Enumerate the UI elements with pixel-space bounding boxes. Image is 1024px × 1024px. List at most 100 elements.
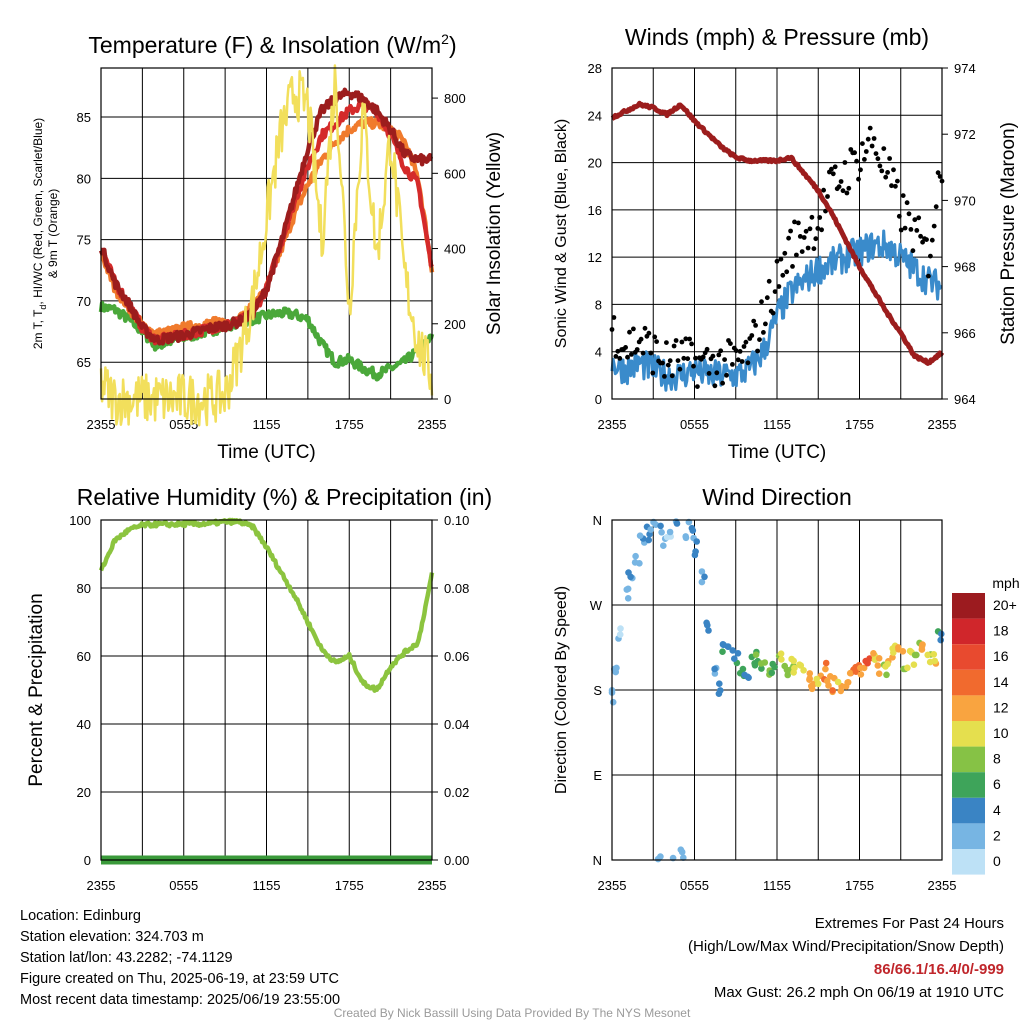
humidity-line: [98, 517, 435, 693]
direction-point: [860, 664, 868, 672]
direction-point: [769, 660, 776, 668]
y-tick-label: 0: [84, 853, 91, 868]
gust-point: [811, 246, 817, 252]
x-tick-label: 1155: [763, 878, 791, 893]
legend-swatch: [952, 746, 985, 773]
y-tick-label: 4: [595, 345, 602, 360]
extremes-values: 86/66.1/16.4/0/-999: [873, 961, 1004, 978]
legend-swatch: [952, 618, 985, 645]
gust-point: [741, 344, 747, 349]
gust-point: [652, 334, 658, 340]
legend-swatch: [952, 797, 985, 824]
panel-title: Wind Direction: [702, 484, 852, 510]
direction-point: [632, 552, 639, 560]
gust-point: [830, 171, 836, 177]
gust-point: [665, 362, 671, 368]
gust-point: [856, 176, 861, 182]
direction-point: [657, 522, 664, 530]
x-tick-label: 2355: [418, 878, 447, 893]
direction-point: [834, 678, 842, 686]
gust-point: [640, 350, 646, 356]
plot-frame: [100, 67, 433, 400]
legend-label: 4: [993, 802, 1001, 818]
y2-tick-label: 0.06: [444, 649, 469, 664]
dewpoint-line: [98, 300, 435, 382]
gust-point: [683, 336, 689, 342]
y2-axis-label: Solar Insolation (Yellow): [484, 132, 505, 335]
gust-point: [862, 157, 867, 162]
gust-point: [902, 225, 908, 231]
gust-point: [710, 353, 716, 359]
y2-axis-label: Station Pressure (Maroon): [998, 122, 1019, 345]
direction-point: [822, 665, 829, 673]
direction-point: [791, 664, 798, 672]
gust-point: [871, 136, 877, 141]
gust-point: [916, 215, 922, 221]
direction-point: [624, 595, 632, 602]
gust-point: [832, 164, 838, 170]
gust-point: [875, 156, 881, 162]
y-axis-label-line2: & 9m T (Orange): [46, 189, 60, 279]
panel-4: 2355 0555 1155 1755 2355 N E S W N Wind Direction D…: [553, 484, 1020, 893]
gust-point: [662, 374, 667, 379]
direction-point: [924, 651, 931, 659]
y-tick-label: 12: [588, 250, 602, 265]
gust-point: [733, 348, 739, 354]
temp-2m-line: [98, 87, 434, 346]
gust-point: [928, 253, 933, 259]
y2-tick-label: 600: [444, 166, 466, 181]
location-text: Location: Edinburg: [20, 908, 141, 924]
sonic-wind-line: [610, 229, 943, 392]
extremes-subtitle: (High/Low/Max Wind/Precipitation/Snow De…: [688, 938, 1004, 955]
gust-point: [842, 160, 848, 165]
direction-point: [875, 655, 883, 662]
direction-point: [844, 679, 852, 686]
y2-tick-label: 0.10: [444, 513, 469, 528]
panel-title: Temperature (F) & Insolation (W/m2): [88, 31, 456, 58]
gust-point: [829, 166, 834, 172]
gust-point: [906, 211, 912, 217]
gust-point: [718, 348, 724, 354]
direction-point: [705, 627, 712, 634]
direction-point: [822, 659, 830, 667]
x-tick-label: 2355: [418, 417, 447, 432]
gust-point: [863, 149, 869, 154]
y-tick-label: 75: [77, 233, 91, 248]
gust-point: [788, 228, 793, 234]
gust-point: [695, 384, 700, 389]
direction-point: [673, 520, 681, 527]
gust-point: [627, 329, 632, 335]
gust-point: [937, 174, 943, 179]
direction-point: [874, 662, 882, 669]
direction-point: [883, 671, 890, 679]
gust-point: [691, 363, 696, 369]
y-tick-label: W: [590, 598, 603, 613]
y-axis-label: Sonic Wind & Gust (Blue, Black): [553, 119, 570, 348]
direction-point: [919, 641, 926, 648]
y-tick-label: 0: [595, 392, 602, 407]
y2-tick-label: 974: [954, 61, 976, 76]
y2-tick-label: 0.04: [444, 717, 469, 732]
y-axis-label: Percent & Precipitation: [26, 593, 47, 786]
gust-point: [724, 372, 729, 378]
gust-point: [720, 380, 725, 386]
direction-point: [731, 655, 738, 662]
direction-point: [616, 631, 624, 638]
gust-point: [763, 321, 768, 327]
direction-point: [636, 532, 644, 539]
legend-label: 14: [993, 674, 1009, 690]
gust-point: [737, 349, 743, 354]
direction-point: [719, 641, 727, 648]
y2-tick-label: 200: [444, 317, 466, 332]
direction-point: [813, 675, 820, 683]
gust-point: [817, 215, 823, 220]
gust-point: [813, 236, 819, 242]
direction-point: [701, 573, 708, 581]
x-tick-label: 2355: [598, 878, 627, 893]
y-tick-label: E: [593, 768, 602, 783]
gust-point: [926, 273, 931, 279]
gust-point: [889, 183, 894, 189]
x-tick-label: 1755: [335, 417, 364, 432]
direction-point: [613, 664, 620, 672]
direction-point: [625, 569, 632, 576]
